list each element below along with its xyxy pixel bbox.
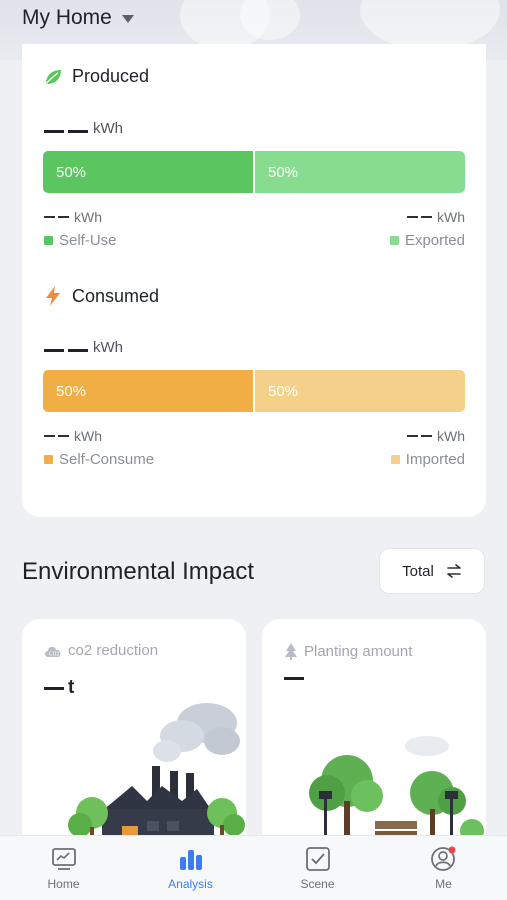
planting-amount-card[interactable]: Planting amount bbox=[262, 619, 486, 849]
consumed-unit: kWh bbox=[93, 339, 123, 356]
exported-segment: 50% bbox=[255, 151, 465, 193]
empty-value bbox=[44, 127, 88, 137]
nav-scene[interactable]: Scene bbox=[254, 836, 381, 900]
co2-cloud-icon: CO2 bbox=[45, 646, 61, 657]
imported-value: kWh bbox=[407, 428, 465, 444]
energy-card: Produced kWh 50% 50% kWh kWh Self-Use Ex… bbox=[22, 44, 486, 517]
produced-header: Produced bbox=[43, 66, 149, 87]
consumed-header: Consumed bbox=[43, 285, 159, 307]
produced-unit: kWh bbox=[93, 120, 123, 137]
consumed-title: Consumed bbox=[72, 285, 160, 306]
period-filter-button[interactable]: Total bbox=[379, 548, 485, 594]
produced-bar: 50% 50% bbox=[43, 151, 465, 193]
home-chart-icon bbox=[51, 848, 76, 870]
self-consume-segment: 50% bbox=[43, 370, 253, 412]
tree-icon bbox=[285, 643, 297, 660]
checkbox-icon bbox=[305, 847, 330, 871]
leaf-icon bbox=[45, 69, 61, 84]
self-consume-legend: Self-Consume bbox=[44, 451, 154, 468]
self-use-legend: Self-Use bbox=[44, 232, 117, 249]
imported-legend: Imported bbox=[390, 451, 465, 468]
nav-me[interactable]: Me bbox=[380, 836, 507, 900]
co2-label: CO2 co2 reduction bbox=[43, 642, 158, 659]
self-consume-value: kWh bbox=[44, 428, 102, 444]
factory-illustration bbox=[68, 703, 245, 849]
planting-label: Planting amount bbox=[283, 642, 412, 660]
chevron-down-icon bbox=[121, 15, 134, 23]
produced-title: Produced bbox=[72, 66, 150, 86]
notification-badge bbox=[448, 846, 455, 854]
swap-icon bbox=[447, 564, 461, 578]
consumed-total: kWh bbox=[44, 339, 123, 356]
lightning-icon bbox=[46, 286, 60, 306]
co2-value: t bbox=[44, 677, 74, 699]
environmental-impact-title: Environmental Impact bbox=[22, 558, 255, 585]
imported-segment: 50% bbox=[255, 370, 465, 412]
produced-total: kWh bbox=[44, 120, 123, 137]
planting-value bbox=[284, 677, 304, 680]
period-filter-label: Total bbox=[402, 562, 434, 580]
svg-text:CO2: CO2 bbox=[49, 651, 60, 657]
consumed-bar: 50% 50% bbox=[43, 370, 465, 412]
home-selector[interactable]: My Home bbox=[22, 6, 134, 30]
empty-value bbox=[44, 346, 88, 356]
self-use-value: kWh bbox=[44, 209, 102, 225]
exported-value: kWh bbox=[407, 209, 465, 225]
nav-home[interactable]: Home bbox=[0, 836, 127, 900]
bottom-nav: Home Analysis Scene Me bbox=[0, 835, 507, 900]
co2-reduction-card[interactable]: CO2 co2 reduction t bbox=[22, 619, 246, 849]
self-use-segment: 50% bbox=[43, 151, 253, 193]
park-illustration bbox=[309, 736, 484, 849]
exported-legend: Exported bbox=[389, 232, 465, 249]
home-name: My Home bbox=[22, 6, 112, 29]
bar-chart-icon bbox=[179, 850, 202, 870]
user-icon bbox=[430, 846, 455, 871]
nav-analysis[interactable]: Analysis bbox=[127, 836, 254, 900]
